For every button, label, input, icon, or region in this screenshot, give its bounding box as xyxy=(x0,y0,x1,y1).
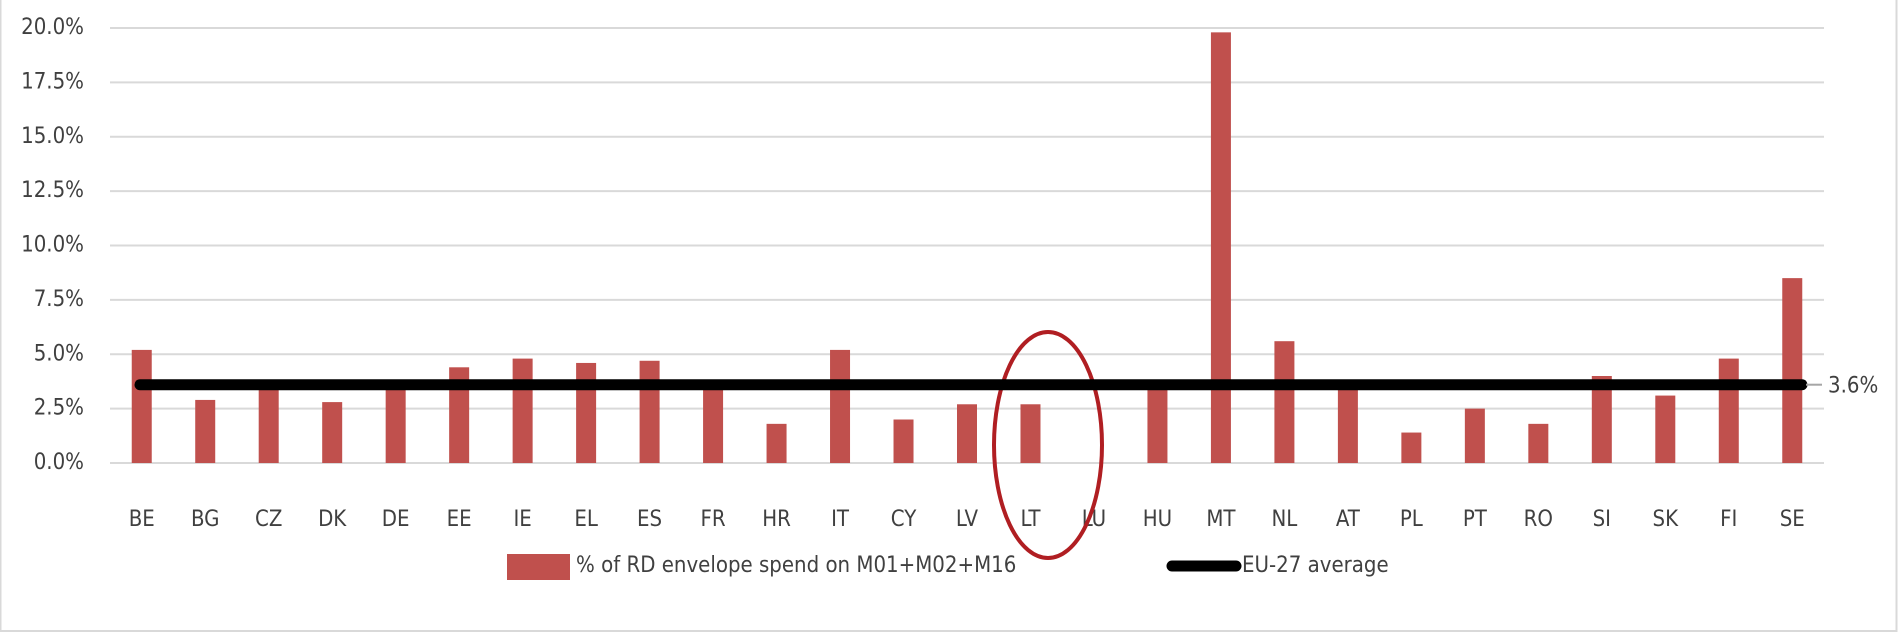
x-tick-label: SI xyxy=(1593,507,1611,532)
bar xyxy=(1337,386,1358,463)
x-tick-label: IT xyxy=(831,507,850,532)
bar xyxy=(195,399,216,463)
bar xyxy=(322,402,343,463)
bar xyxy=(830,349,851,463)
highlight-ellipse xyxy=(992,330,1104,560)
bar xyxy=(1528,423,1549,463)
bar xyxy=(449,367,470,463)
x-tick-label: HR xyxy=(762,507,791,532)
bar xyxy=(512,358,533,463)
bar xyxy=(957,404,977,463)
bar xyxy=(1464,408,1485,463)
x-tick-label: DK xyxy=(318,507,347,532)
x-tick-label: SE xyxy=(1780,507,1805,532)
bar xyxy=(766,423,787,463)
legend-label: % of RD envelope spend on M01+M02+M16 xyxy=(576,553,1016,578)
bar xyxy=(639,360,660,463)
bar xyxy=(1274,341,1295,463)
x-tick-label: BE xyxy=(129,507,155,532)
x-tick-label: FR xyxy=(701,507,726,532)
bar xyxy=(703,386,724,463)
bar xyxy=(258,386,279,463)
x-tick-label: PL xyxy=(1400,507,1423,532)
y-tick-label: 0.0% xyxy=(34,450,84,475)
bar xyxy=(1591,376,1612,463)
bar xyxy=(1210,32,1231,463)
bar xyxy=(576,362,597,463)
x-tick-label: NL xyxy=(1271,507,1297,532)
x-tick-label: ES xyxy=(637,507,662,532)
legend-swatch xyxy=(507,554,570,580)
x-tick-label: AT xyxy=(1336,507,1361,532)
bar xyxy=(1147,386,1168,463)
bar xyxy=(893,419,914,463)
x-tick-label: MT xyxy=(1206,507,1236,532)
average-label: 3.6% xyxy=(1828,374,1878,399)
x-tick-label: PT xyxy=(1463,507,1488,532)
x-tick-label: EL xyxy=(574,507,598,532)
x-tick-label: SK xyxy=(1653,507,1680,532)
bar xyxy=(1782,278,1803,463)
x-tick-label: FI xyxy=(1720,507,1737,532)
x-tick-label: IE xyxy=(513,507,531,532)
y-tick-label: 2.5% xyxy=(34,396,84,421)
y-tick-label: 15.0% xyxy=(21,124,84,149)
x-tick-label: LT xyxy=(1020,507,1041,532)
x-tick-label: EE xyxy=(447,507,472,532)
bar xyxy=(385,386,406,463)
x-tick-label: HU xyxy=(1143,507,1172,532)
y-tick-label: 5.0% xyxy=(34,341,84,366)
x-tick-label: BG xyxy=(191,507,220,532)
y-tick-label: 10.0% xyxy=(21,233,84,258)
bar xyxy=(131,349,152,463)
bar xyxy=(1401,432,1422,463)
x-tick-label: CY xyxy=(891,507,917,532)
y-tick-label: 17.5% xyxy=(21,69,84,94)
y-tick-label: 12.5% xyxy=(21,178,84,203)
bar xyxy=(1020,404,1041,463)
bar xyxy=(1655,395,1676,463)
x-tick-label: CZ xyxy=(255,507,282,532)
legend-label: EU-27 average xyxy=(1242,553,1389,578)
x-tick-label: RO xyxy=(1524,507,1553,532)
y-tick-label: 7.5% xyxy=(34,287,84,312)
bar xyxy=(1718,358,1739,463)
x-tick-label: LV xyxy=(956,507,979,532)
y-tick-label: 20.0% xyxy=(21,15,84,40)
x-tick-label: DE xyxy=(382,507,410,532)
